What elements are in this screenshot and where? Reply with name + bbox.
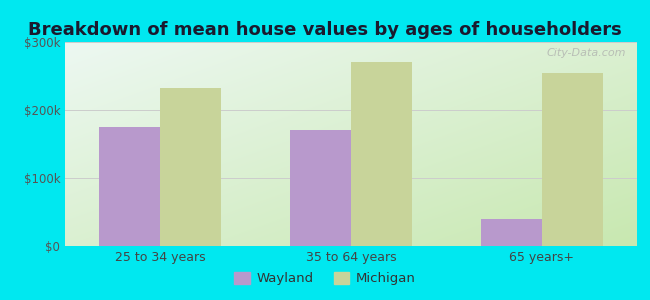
- Text: Breakdown of mean house values by ages of householders: Breakdown of mean house values by ages o…: [28, 21, 622, 39]
- Bar: [161, 88, 222, 246]
- Legend: Wayland, Michigan: Wayland, Michigan: [229, 266, 421, 290]
- Bar: [480, 219, 541, 246]
- Text: City-Data.com: City-Data.com: [546, 48, 625, 58]
- Bar: [99, 127, 161, 246]
- Bar: [541, 73, 603, 246]
- Bar: [290, 130, 351, 246]
- Bar: [351, 62, 412, 246]
